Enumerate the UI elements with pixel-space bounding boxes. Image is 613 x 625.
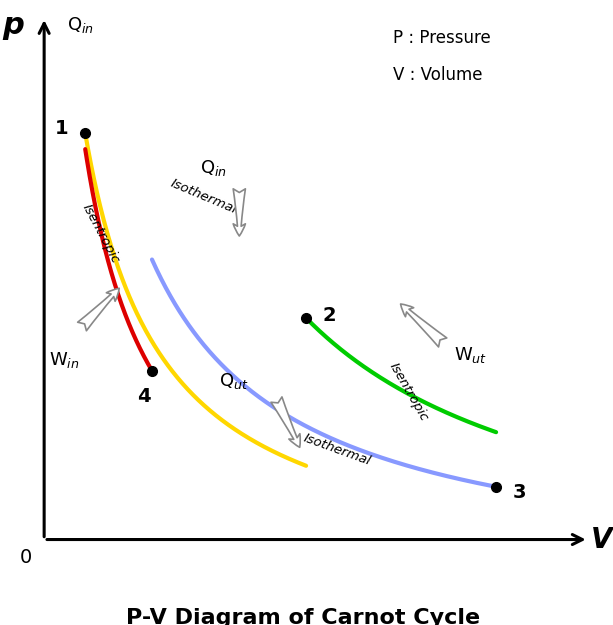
Text: 3: 3 [512, 482, 526, 501]
Text: 2: 2 [322, 306, 336, 325]
Text: W$_{ut}$: W$_{ut}$ [454, 345, 487, 365]
Text: Q$_{in}$: Q$_{in}$ [200, 158, 227, 177]
Text: W$_{in}$: W$_{in}$ [50, 350, 80, 370]
Text: 0: 0 [20, 549, 32, 568]
Text: Isentropic: Isentropic [387, 360, 431, 423]
Text: P : Pressure: P : Pressure [394, 29, 491, 48]
Text: V : Volume: V : Volume [394, 66, 483, 84]
Text: V: V [590, 526, 612, 554]
Text: Isothermal: Isothermal [168, 177, 238, 216]
Text: Isothermal: Isothermal [302, 432, 372, 468]
Text: Q$_{ut}$: Q$_{ut}$ [219, 371, 249, 391]
Text: 4: 4 [137, 386, 151, 406]
Text: Q$_{in}$: Q$_{in}$ [67, 15, 94, 35]
Text: Isentropic: Isentropic [80, 202, 122, 266]
Text: p: p [2, 11, 25, 39]
Text: P-V Diagram of Carnot Cycle: P-V Diagram of Carnot Cycle [126, 608, 481, 625]
Text: 1: 1 [55, 119, 69, 138]
